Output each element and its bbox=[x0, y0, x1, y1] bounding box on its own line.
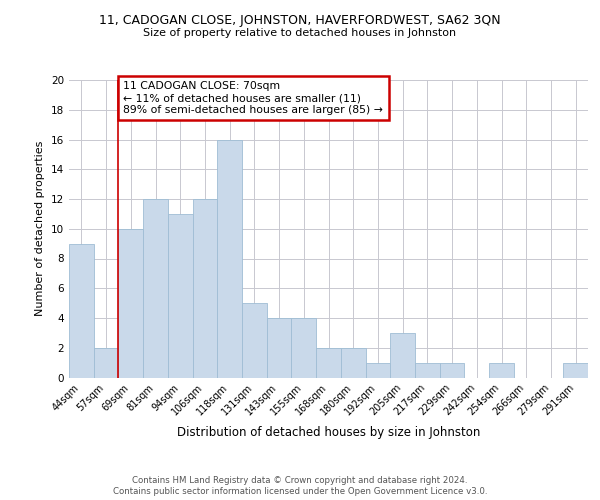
Bar bbox=[143, 199, 168, 378]
Text: Contains public sector information licensed under the Open Government Licence v3: Contains public sector information licen… bbox=[113, 488, 487, 496]
Bar bbox=[563, 362, 588, 378]
Bar bbox=[193, 199, 217, 378]
Bar bbox=[217, 140, 242, 378]
Y-axis label: Number of detached properties: Number of detached properties bbox=[35, 141, 46, 316]
Bar bbox=[292, 318, 316, 378]
Bar bbox=[242, 303, 267, 378]
Bar bbox=[94, 348, 118, 378]
Bar bbox=[365, 362, 390, 378]
Bar bbox=[341, 348, 365, 378]
Bar bbox=[415, 362, 440, 378]
Text: 11, CADOGAN CLOSE, JOHNSTON, HAVERFORDWEST, SA62 3QN: 11, CADOGAN CLOSE, JOHNSTON, HAVERFORDWE… bbox=[99, 14, 501, 27]
Bar bbox=[69, 244, 94, 378]
Bar bbox=[489, 362, 514, 378]
Text: 11 CADOGAN CLOSE: 70sqm
← 11% of detached houses are smaller (11)
89% of semi-de: 11 CADOGAN CLOSE: 70sqm ← 11% of detache… bbox=[124, 82, 383, 114]
Bar bbox=[267, 318, 292, 378]
Text: Size of property relative to detached houses in Johnston: Size of property relative to detached ho… bbox=[143, 28, 457, 38]
X-axis label: Distribution of detached houses by size in Johnston: Distribution of detached houses by size … bbox=[177, 426, 480, 438]
Bar bbox=[390, 333, 415, 378]
Bar bbox=[440, 362, 464, 378]
Bar bbox=[118, 229, 143, 378]
Bar bbox=[316, 348, 341, 378]
Bar bbox=[168, 214, 193, 378]
Text: Contains HM Land Registry data © Crown copyright and database right 2024.: Contains HM Land Registry data © Crown c… bbox=[132, 476, 468, 485]
